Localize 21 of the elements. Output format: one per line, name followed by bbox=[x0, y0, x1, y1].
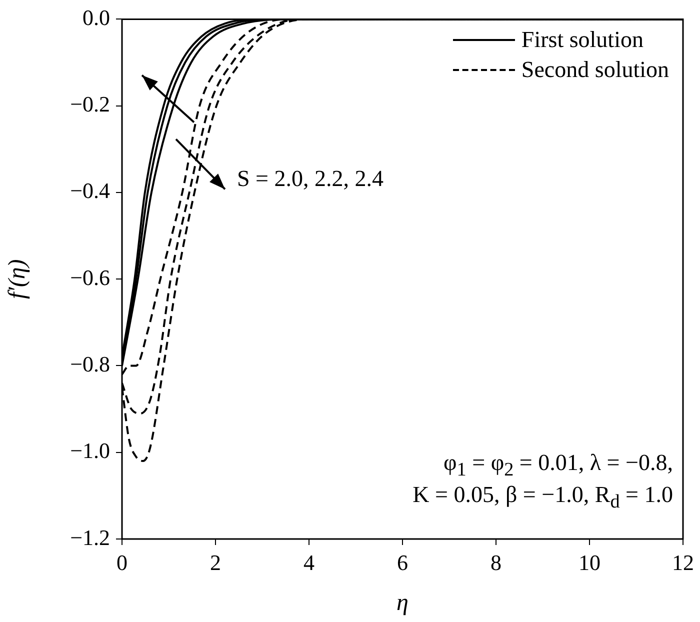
x-tick-label: 2 bbox=[210, 550, 221, 575]
x-tick-label: 8 bbox=[490, 550, 502, 575]
y-tick-label: −1.2 bbox=[70, 524, 110, 550]
x-tick-label: 6 bbox=[397, 550, 408, 575]
y-tick-label: −1.0 bbox=[70, 438, 110, 464]
y-tick-label: 0.0 bbox=[82, 4, 110, 30]
y-tick-label: −0.8 bbox=[70, 352, 110, 377]
y-tick-label: −0.4 bbox=[70, 178, 110, 204]
x-axis-title: η bbox=[396, 590, 408, 616]
y-tick-label: −0.6 bbox=[70, 264, 110, 290]
legend-label: Second solution bbox=[521, 57, 669, 84]
legend-label: First solution bbox=[521, 27, 644, 54]
y-tick-label: −0.2 bbox=[70, 92, 110, 117]
annotation: K = 0.05, β = −1.0, R$_{d}$ = 1.0 bbox=[412, 481, 673, 514]
x-tick-label: 0 bbox=[116, 550, 128, 575]
x-tick-label: 4 bbox=[304, 550, 314, 575]
annotation: S = 2.0, 2.2, 2.4 bbox=[237, 165, 384, 193]
x-tick-label: 12 bbox=[672, 550, 694, 575]
x-tick-label: 10 bbox=[578, 550, 600, 575]
annotation: φ$_{1}$ = φ$_{2}$ = 0.01, λ = −0.8, bbox=[443, 449, 673, 482]
y-axis-title: f′(η) bbox=[4, 259, 31, 300]
